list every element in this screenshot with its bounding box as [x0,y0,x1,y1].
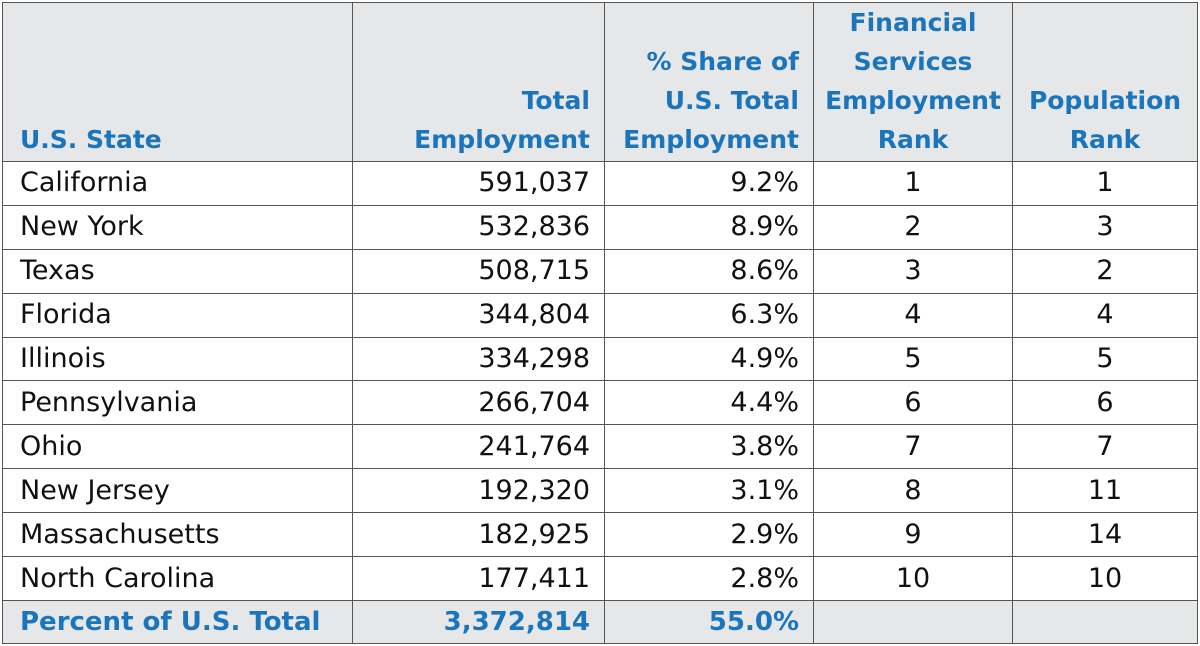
cell-total-employment: 508,715 [352,248,605,294]
table-row: New York 532,836 8.9% 2 3 [2,204,1198,250]
header-pop-line2: Rank [1069,125,1141,154]
footer-fin-rank [813,600,1013,644]
cell-share: 4.4% [604,380,814,426]
table-row: Massachusetts 182,925 2.9% 9 14 [2,512,1198,558]
cell-total-employment: 591,037 [352,161,605,206]
table-body: California 591,037 9.2% 1 1 New York 532,836 8.… [2,161,1198,601]
table-row: Illinois 334,298 4.9% 5 5 [2,336,1198,382]
cell-financial-rank: 9 [813,512,1013,558]
cell-state: Massachusetts [2,512,353,558]
cell-state: Florida [2,292,353,338]
cell-population-rank: 2 [1012,248,1198,294]
cell-population-rank: 10 [1012,556,1198,601]
cell-share: 3.1% [604,468,814,514]
header-total-line2: Employment [414,125,590,154]
cell-state: New York [2,204,353,250]
header-fin-line4: Rank [877,125,949,154]
footer-share: 55.0% [604,600,814,644]
cell-state: New Jersey [2,468,353,514]
cell-financial-rank: 6 [813,380,1013,426]
header-population-rank: Population Rank [1012,2,1198,162]
cell-financial-rank: 5 [813,336,1013,382]
cell-total-employment: 334,298 [352,336,605,382]
header-financial-rank: Financial Services Employment Rank [813,2,1013,162]
table-row: Ohio 241,764 3.8% 7 7 [2,424,1198,470]
cell-population-rank: 1 [1012,161,1198,206]
header-share: % Share of U.S. Total Employment [604,2,814,162]
cell-share: 4.9% [604,336,814,382]
cell-population-rank: 3 [1012,204,1198,250]
footer-pop-rank [1012,600,1198,644]
cell-total-employment: 182,925 [352,512,605,558]
cell-financial-rank: 8 [813,468,1013,514]
cell-total-employment: 532,836 [352,204,605,250]
cell-share: 2.8% [604,556,814,601]
table-row: Texas 508,715 8.6% 3 2 [2,248,1198,294]
footer-label: Percent of U.S. Total [2,600,353,644]
cell-share: 3.8% [604,424,814,470]
cell-total-employment: 177,411 [352,556,605,601]
cell-population-rank: 7 [1012,424,1198,470]
cell-state: Ohio [2,424,353,470]
cell-total-employment: 344,804 [352,292,605,338]
header-fin-line2: Services [853,47,973,76]
cell-total-employment: 241,764 [352,424,605,470]
cell-population-rank: 6 [1012,380,1198,426]
cell-population-rank: 14 [1012,512,1198,558]
header-share-line2: U.S. Total [664,86,799,115]
cell-total-employment: 266,704 [352,380,605,426]
header-pop-line1: Population [1028,86,1182,115]
header-total-line1: Total [521,86,590,115]
cell-share: 8.9% [604,204,814,250]
cell-financial-rank: 4 [813,292,1013,338]
cell-share: 8.6% [604,248,814,294]
header-fin-line1: Financial [849,8,977,37]
cell-state: Texas [2,248,353,294]
table-row: California 591,037 9.2% 1 1 [2,161,1198,206]
cell-population-rank: 4 [1012,292,1198,338]
cell-state: Illinois [2,336,353,382]
cell-share: 2.9% [604,512,814,558]
cell-financial-rank: 1 [813,161,1013,206]
table-header: U.S. State Total Employment % Share of U… [2,2,1198,162]
header-state: U.S. State [2,2,353,162]
header-share-line1: % Share of [646,47,799,76]
table-row: North Carolina 177,411 2.8% 10 10 [2,556,1198,601]
header-total-employment: Total Employment [352,2,605,162]
cell-share: 6.3% [604,292,814,338]
cell-financial-rank: 10 [813,556,1013,601]
cell-financial-rank: 2 [813,204,1013,250]
table-row: New Jersey 192,320 3.1% 8 11 [2,468,1198,514]
header-fin-line3: Employment [825,86,1001,115]
table-row: Florida 344,804 6.3% 4 4 [2,292,1198,338]
table-row: Pennsylvania 266,704 4.4% 6 6 [2,380,1198,426]
cell-total-employment: 192,320 [352,468,605,514]
cell-state: California [2,161,353,206]
footer-total: 3,372,814 [352,600,605,644]
table-footer: Percent of U.S. Total 3,372,814 55.0% [2,600,1198,644]
cell-share: 9.2% [604,161,814,206]
cell-state: Pennsylvania [2,380,353,426]
header-state-label: U.S. State [20,125,162,154]
cell-financial-rank: 3 [813,248,1013,294]
cell-population-rank: 11 [1012,468,1198,514]
cell-population-rank: 5 [1012,336,1198,382]
cell-financial-rank: 7 [813,424,1013,470]
header-share-line3: Employment [623,125,799,154]
footer-row: Percent of U.S. Total 3,372,814 55.0% [2,600,1198,644]
header-row: U.S. State Total Employment % Share of U… [2,2,1198,162]
cell-state: North Carolina [2,556,353,601]
